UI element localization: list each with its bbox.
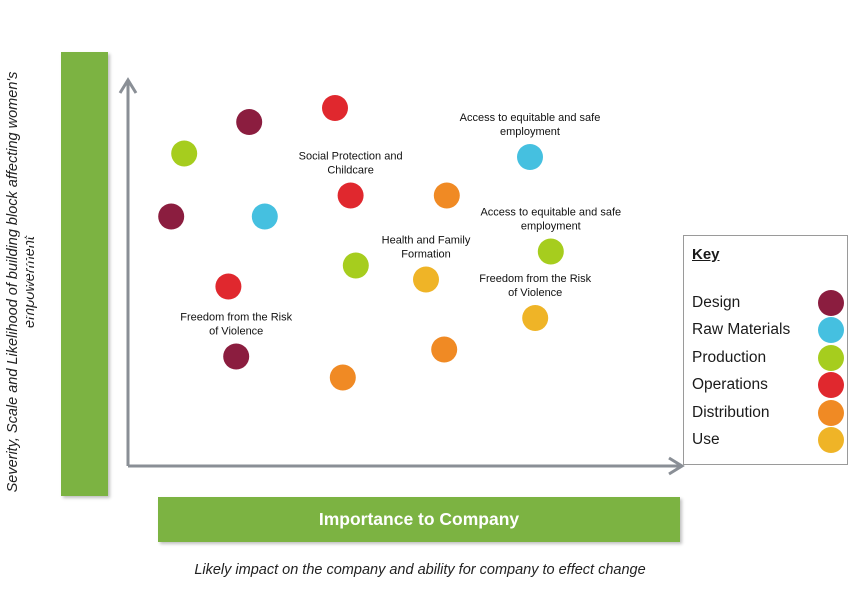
data-point	[342, 252, 369, 279]
legend-label: Operations	[692, 376, 768, 393]
y-axis-arrowhead	[118, 77, 138, 94]
legend-swatch	[818, 345, 844, 371]
data-point	[337, 182, 364, 209]
legend-swatch	[818, 290, 844, 316]
legend-label: Design	[692, 294, 741, 311]
data-points: Social Protection and Childcare Access to …	[158, 95, 621, 391]
legend: Key Design Raw Materials Production Oper…	[683, 235, 848, 465]
data-point	[413, 266, 439, 293]
point-annotation: Freedom from the Risk of Violence	[180, 312, 292, 338]
x-axis-title: Importance to Company	[158, 497, 680, 542]
point-annotation: Social Protection and Childcare	[299, 151, 403, 177]
legend-item-raw-materials: Raw Materials	[692, 317, 844, 343]
x-axis-note: Likely impact on the company and ability…	[194, 562, 646, 578]
legend-item-use: Use	[692, 427, 844, 453]
legend-swatch	[818, 400, 844, 426]
data-point	[433, 182, 460, 209]
data-point	[223, 343, 250, 370]
legend-label: Raw Materials	[692, 321, 791, 338]
data-point	[517, 144, 543, 170]
legend-label: Production	[692, 349, 767, 366]
data-point	[431, 336, 458, 363]
legend-item-production: Production	[692, 345, 844, 371]
legend-label: Distribution	[692, 404, 770, 421]
point-annotation: Access to equitable and safe employment	[480, 207, 621, 233]
point-annotation: Access to equitable and safe employment	[460, 112, 601, 138]
data-point	[215, 273, 242, 300]
data-point	[329, 364, 356, 391]
point-annotation: Health and Family Formation	[382, 235, 471, 261]
legend-label: Use	[692, 431, 720, 448]
legend-swatch	[818, 427, 844, 453]
point-annotation: Freedom from the Risk of Violence	[479, 273, 591, 299]
legend-swatch	[818, 317, 844, 343]
data-point	[236, 109, 263, 135]
data-point	[537, 238, 564, 265]
data-point	[171, 140, 198, 167]
data-point	[322, 95, 348, 121]
data-point	[251, 203, 278, 230]
legend-item-design: Design	[692, 290, 844, 316]
legend-item-distribution: Distribution	[692, 400, 844, 426]
y-axis-title-bar	[61, 52, 108, 496]
x-axis-arrowhead	[668, 456, 685, 476]
data-point	[158, 203, 185, 230]
legend-swatch	[818, 372, 844, 398]
data-point	[522, 305, 549, 331]
legend-title: Key	[692, 246, 720, 263]
legend-item-operations: Operations	[692, 372, 844, 398]
